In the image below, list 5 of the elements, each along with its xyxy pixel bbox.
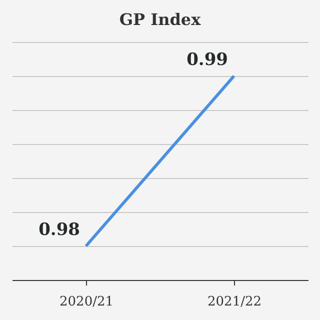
data-label: 0.99 bbox=[186, 50, 228, 70]
x-tick-label: 2021/22 bbox=[207, 294, 262, 310]
chart-title: GP Index bbox=[119, 10, 202, 29]
x-tick-label: 2020/21 bbox=[59, 294, 114, 310]
data-label: 0.98 bbox=[38, 220, 80, 240]
